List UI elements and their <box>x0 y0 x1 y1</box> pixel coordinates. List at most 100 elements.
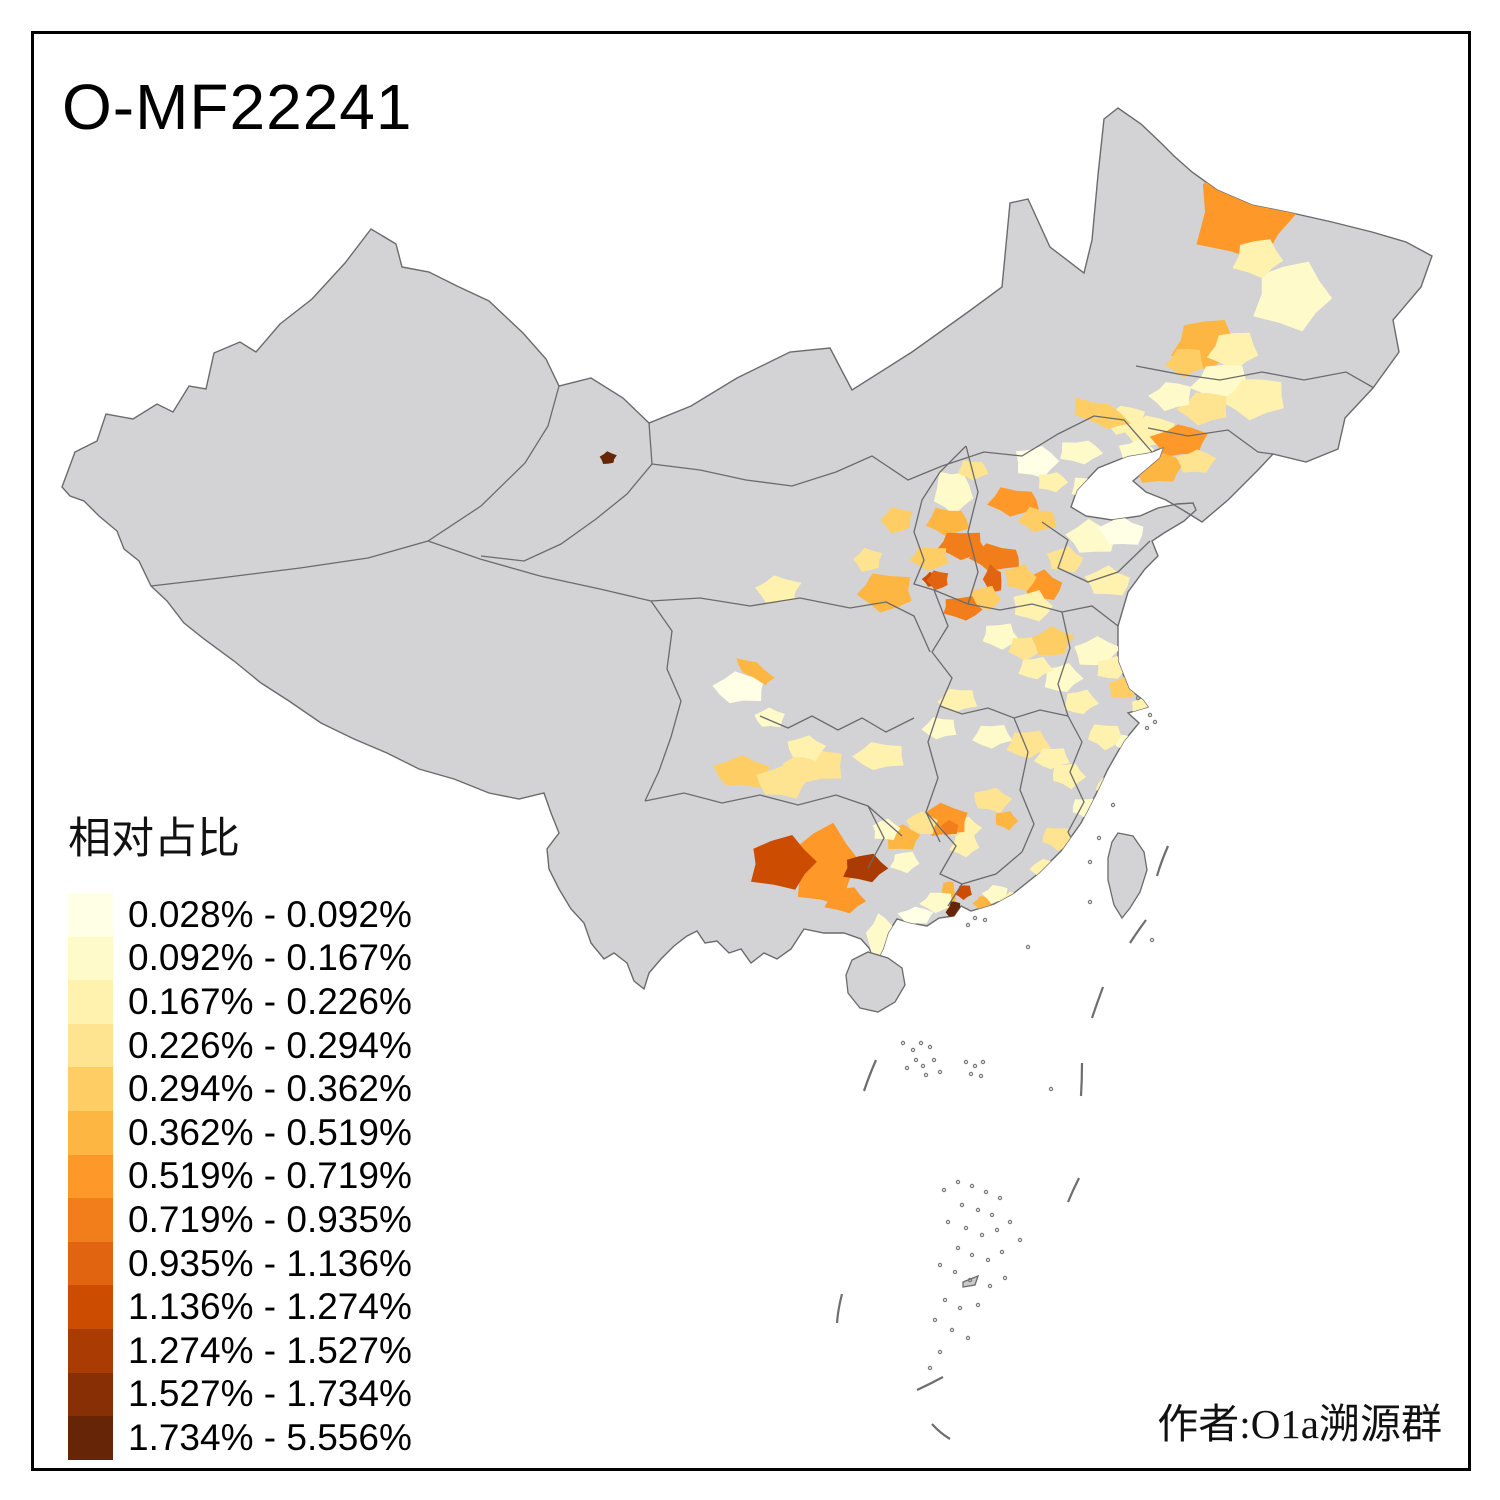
island-speck <box>975 1207 981 1213</box>
map-region <box>933 471 974 516</box>
map-region <box>1053 763 1087 790</box>
legend-item: 0.362% - 0.519% <box>68 1110 412 1155</box>
map-region <box>872 818 901 840</box>
island-speck <box>957 1305 963 1311</box>
map-region <box>755 575 802 604</box>
map-region <box>1004 564 1037 591</box>
map-region <box>1148 382 1191 412</box>
legend-item: 1.274% - 1.527% <box>68 1328 412 1373</box>
page-title: O-MF22241 <box>62 71 413 143</box>
island-speck <box>945 1219 951 1225</box>
map-region <box>1031 626 1075 656</box>
map-region <box>599 451 617 464</box>
legend-title: 相对占比 <box>68 816 240 863</box>
legend-swatch <box>68 1067 113 1111</box>
map-region <box>713 755 771 788</box>
prefecture-regions-layer <box>599 161 1333 962</box>
island-speck <box>1096 835 1102 841</box>
legend-label: 1.274% - 1.527% <box>128 1329 412 1371</box>
island-speck <box>983 1189 989 1195</box>
island-speck <box>937 1069 943 1075</box>
island-speck <box>931 1057 937 1063</box>
nine-dash-line <box>835 845 1170 1440</box>
island-speck <box>910 1047 916 1053</box>
map-region <box>756 765 809 799</box>
legend-swatch <box>68 936 113 981</box>
map-region <box>754 707 785 728</box>
map-region <box>852 742 904 770</box>
island-speck <box>918 1040 924 1046</box>
island-speck <box>980 1059 986 1065</box>
island-speck <box>1025 944 1031 950</box>
legend-swatch <box>68 1372 113 1417</box>
legend-item: 0.028% - 0.092% <box>68 893 412 937</box>
map-region <box>1006 730 1052 759</box>
legend-label: 0.092% - 0.167% <box>128 937 412 979</box>
island-speck <box>978 1073 984 1079</box>
island-speck <box>968 1071 974 1077</box>
map-region <box>751 835 817 890</box>
map-region <box>787 735 827 761</box>
island-speck <box>999 1249 1005 1255</box>
island-speck <box>955 1245 961 1251</box>
map-region <box>919 892 954 914</box>
map-region <box>982 563 1002 594</box>
legend-label: 1.527% - 1.734% <box>128 1373 412 1415</box>
legend-item: 0.092% - 0.167% <box>68 936 412 981</box>
map-region <box>940 819 959 836</box>
map-region <box>1060 440 1104 465</box>
legend-label: 0.935% - 1.136% <box>128 1242 412 1284</box>
island-speck <box>1152 719 1158 725</box>
island-speck <box>972 1063 978 1069</box>
legend-swatch <box>68 1198 113 1242</box>
map-region <box>1038 472 1069 493</box>
legend-item: 0.719% - 0.935% <box>68 1198 412 1242</box>
hainan-island <box>845 951 906 1013</box>
island-speck <box>1007 1219 1013 1225</box>
map-region <box>1176 392 1227 426</box>
map-region <box>995 811 1019 831</box>
island-speck <box>949 1327 955 1333</box>
legend-label: 0.167% - 0.226% <box>128 980 412 1022</box>
map-region <box>1034 748 1070 770</box>
map-region <box>1018 656 1054 680</box>
legend-label: 1.734% - 5.556% <box>128 1416 412 1458</box>
island-speck <box>941 1187 947 1193</box>
map-region <box>1074 636 1122 666</box>
island-speck <box>979 1232 985 1238</box>
island-speck <box>913 1057 919 1063</box>
taiwan-island <box>1107 832 1148 920</box>
island-speck <box>967 1277 973 1283</box>
island-speck <box>927 1365 933 1371</box>
island-speck <box>987 1283 993 1289</box>
island-speck <box>923 1072 929 1078</box>
map-region <box>1008 637 1040 661</box>
legend-swatch <box>68 980 113 1024</box>
map-region <box>824 887 867 914</box>
legend-swatch <box>68 1285 113 1329</box>
legend-label: 0.519% - 0.719% <box>128 1155 412 1197</box>
island-speck <box>982 917 988 923</box>
island-speck <box>969 1252 975 1258</box>
island-speck <box>920 1063 926 1069</box>
island-speck <box>927 1044 933 1050</box>
map-region <box>926 570 949 591</box>
island-speck <box>1147 712 1153 718</box>
legend-label: 0.362% - 0.519% <box>128 1111 412 1153</box>
legend-item: 0.167% - 0.226% <box>68 980 412 1024</box>
map-region <box>856 573 912 613</box>
legend-item: 1.527% - 1.734% <box>68 1372 412 1417</box>
legend-label: 0.719% - 0.935% <box>128 1198 412 1240</box>
map-region <box>1044 663 1084 692</box>
map-region <box>972 725 1013 749</box>
island-speck <box>1135 695 1141 701</box>
map-region <box>974 787 1013 814</box>
map-region <box>970 585 1002 611</box>
islands <box>845 832 1148 1288</box>
map-region <box>1175 449 1217 473</box>
map-region <box>1046 545 1084 573</box>
map-region <box>1088 724 1126 751</box>
map-region <box>712 671 764 704</box>
island-speck <box>975 1302 981 1308</box>
